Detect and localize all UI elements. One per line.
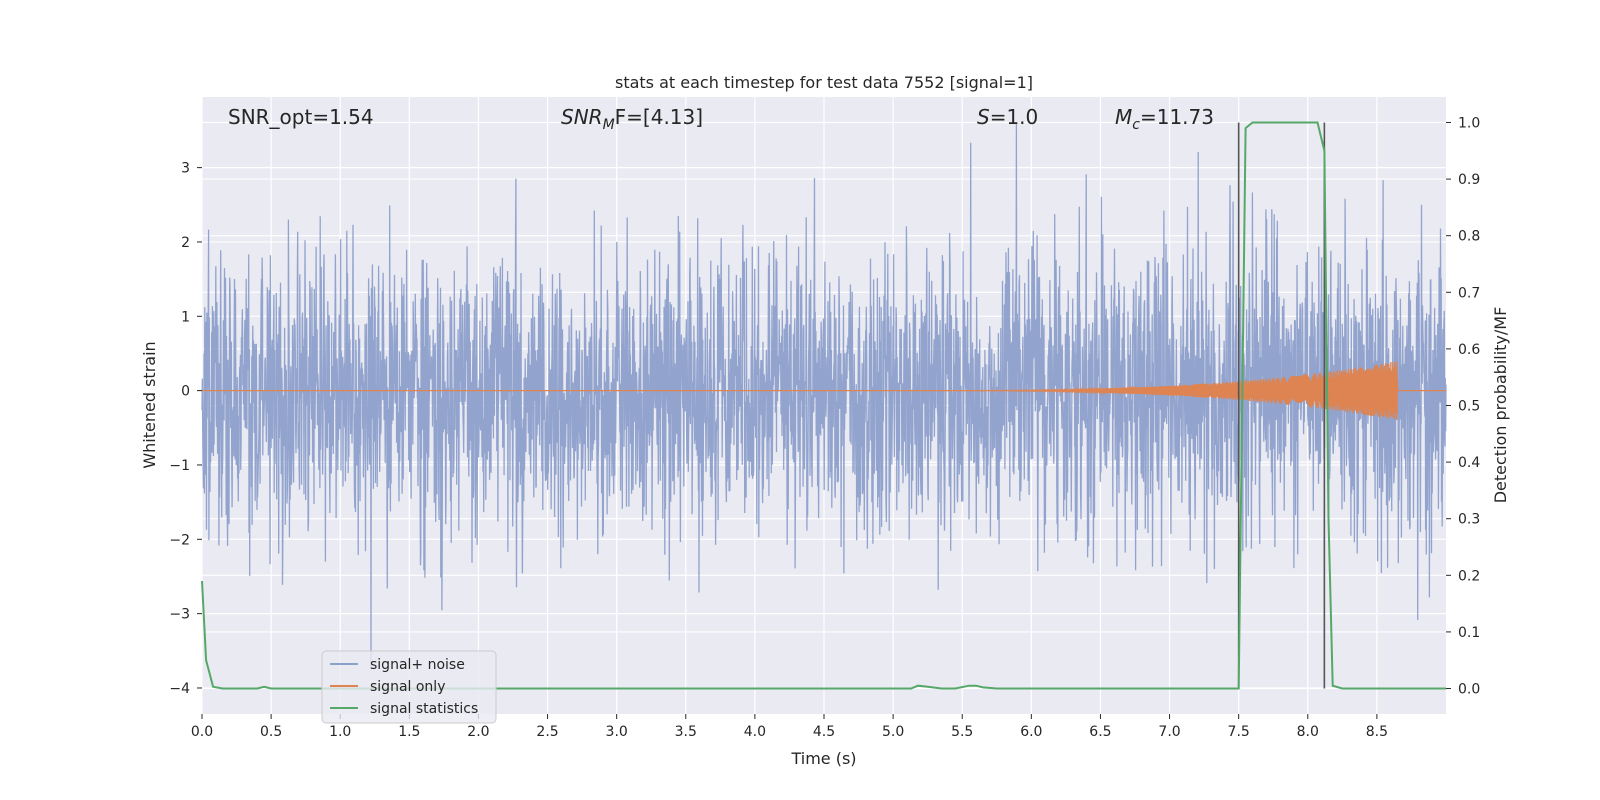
statistics-line [201, 121, 1446, 690]
annotation-mc: Mc=11.73 [1115, 105, 1214, 133]
x-tick-label: 7.0 [1158, 724, 1180, 740]
annotation-snr-mf: SNRMF=[4.13] [561, 105, 703, 133]
x-tick-label: 7.5 [1228, 724, 1250, 740]
y-right-tick-label: 0.9 [1458, 172, 1480, 188]
y-right-tick-label: 0.5 [1458, 399, 1480, 415]
x-ticks: 0.0 0.5 1.0 1.5 2.0 2.5 3.0 3.5 4.0 4.5 5.0 5.5 6.0 6… [191, 714, 1388, 740]
statistics-series [201, 121, 1446, 690]
x-tick-label: 5.0 [882, 724, 904, 740]
x-tick-label: 4.5 [813, 724, 835, 740]
annotation-s: S=1.0 [977, 105, 1038, 129]
x-tick-label: 2.0 [467, 724, 489, 740]
y-left-tick-label: 2 [181, 235, 190, 251]
legend-label-statistics: signal statistics [370, 701, 478, 717]
y-left-tick-label: 0 [181, 384, 190, 400]
y-right-tick-label: 0.8 [1458, 229, 1480, 245]
legend-box [321, 650, 497, 724]
y-left-ticks: 3 2 1 0 −1 −2 −3 −4 [169, 161, 202, 697]
signal-line [202, 361, 1446, 420]
y-left-axis-label: Whitened strain [140, 341, 159, 468]
y-right-tick-label: 0.3 [1458, 512, 1480, 528]
x-tick-label: 0.0 [191, 724, 213, 740]
y-right-tick-label: 1.0 [1458, 115, 1480, 131]
y-left-tick-label: 1 [181, 309, 190, 325]
y-right-tick-label: 0.1 [1458, 625, 1480, 641]
legend-label-signal: signal only [370, 679, 445, 695]
chart-title: stats at each timestep for test data 755… [615, 73, 1033, 92]
x-tick-label: 3.0 [606, 724, 628, 740]
legend: signal+ noise signal only signal statist… [321, 650, 497, 724]
x-tick-label: 6.5 [1089, 724, 1111, 740]
y-left-tick-label: 3 [181, 161, 190, 177]
y-right-tick-label: 0.7 [1458, 285, 1480, 301]
x-tick-label: 5.5 [951, 724, 973, 740]
x-tick-label: 0.5 [260, 724, 282, 740]
x-tick-label: 3.5 [675, 724, 697, 740]
y-right-tick-label: 0.4 [1458, 455, 1480, 471]
y-right-tick-label: 0.6 [1458, 342, 1480, 358]
y-left-tick-label: −4 [169, 681, 190, 697]
x-tick-label: 4.0 [744, 724, 766, 740]
x-axis-label: Time (s) [790, 749, 856, 768]
x-tick-label: 1.5 [398, 724, 420, 740]
y-left-tick-label: −1 [169, 458, 190, 474]
legend-label-noise: signal+ noise [370, 657, 465, 673]
signal-series [202, 361, 1446, 420]
y-right-tick-label: 0.0 [1458, 682, 1480, 698]
x-tick-label: 2.5 [536, 724, 558, 740]
y-left-tick-label: −3 [169, 607, 190, 623]
x-tick-label: 1.0 [329, 724, 351, 740]
x-tick-label: 8.5 [1366, 724, 1388, 740]
y-left-tick-label: −2 [169, 532, 190, 548]
y-right-ticks: 1.0 0.9 0.8 0.7 0.6 0.5 0.4 0.3 0.2 0.1 0.0 [1446, 115, 1480, 698]
y-right-axis-label: Detection probability/MF [1491, 307, 1510, 504]
y-right-tick-label: 0.2 [1458, 568, 1480, 584]
annotation-snr-opt: SNR_opt=1.54 [228, 105, 374, 129]
x-tick-label: 8.0 [1297, 724, 1319, 740]
x-tick-label: 6.0 [1020, 724, 1042, 740]
